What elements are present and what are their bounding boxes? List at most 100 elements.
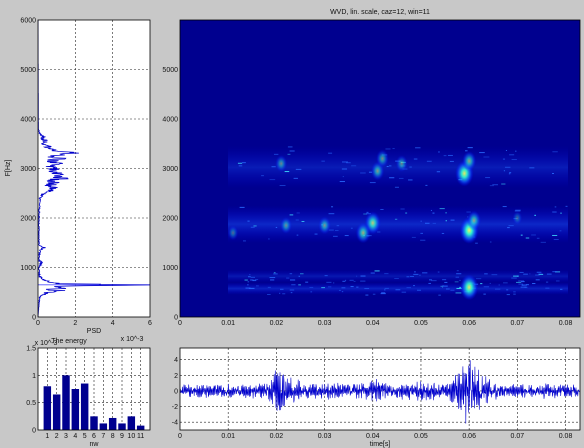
wvd-speckle	[249, 274, 251, 276]
wvd-speckle	[503, 170, 506, 172]
wvd-speckle	[247, 276, 251, 278]
wvd-speckle	[502, 158, 506, 160]
wvd-speckle	[238, 165, 243, 167]
signal-y-tick-label: 4	[174, 357, 178, 364]
wvd-speckle	[438, 294, 441, 296]
wvd-speckle	[508, 173, 511, 175]
wvd-x-tick-label: 0.06	[462, 320, 476, 327]
wvd-speckle	[515, 150, 517, 152]
wvd-speckle	[529, 273, 531, 275]
wvd-speckle	[536, 271, 542, 273]
wvd-speckle	[324, 275, 328, 277]
wvd-speckle	[389, 177, 395, 179]
wvd-speckle	[342, 176, 344, 178]
wvd-speckle	[518, 283, 524, 285]
wvd-speckle	[450, 289, 455, 291]
energy-x-tick-label: 11	[137, 433, 144, 440]
wvd-speckle	[413, 273, 419, 275]
wvd-speckle	[384, 273, 389, 275]
energy-bar	[90, 416, 98, 430]
energy-x-tick-label: 6	[92, 433, 96, 440]
wvd-speckle	[507, 227, 510, 229]
wvd-speckle	[432, 222, 436, 224]
energy-x-tick-label: 9	[120, 433, 124, 440]
wvd-speckle	[400, 208, 405, 210]
wvd-speckle	[449, 160, 454, 162]
wvd-speckle	[506, 294, 510, 296]
wvd-speckle	[480, 283, 483, 285]
wvd-speckle	[341, 168, 348, 170]
wvd-speckle	[328, 213, 335, 215]
wvd-panel: WVD, lin. scale, caz=12, win=11 0 0.01 0.0…	[162, 9, 581, 327]
wvd-speckle	[365, 294, 369, 296]
wvd-speckle	[513, 293, 516, 295]
wvd-speckle	[398, 177, 404, 179]
wvd-speckle	[295, 219, 299, 221]
wvd-speckle	[516, 281, 522, 283]
wvd-speckle	[273, 153, 279, 155]
wvd-speckle	[298, 275, 301, 277]
wvd-speckle	[289, 279, 296, 281]
psd-y-tick-label: 3000	[20, 166, 36, 173]
wvd-speckle	[422, 272, 428, 274]
energy-bar	[52, 394, 61, 430]
wvd-x-tick-label: 0.07	[511, 320, 525, 327]
energy-x-tick-label: 7	[101, 433, 105, 440]
wvd-speckle	[293, 177, 298, 179]
wvd-hotspot	[466, 210, 481, 231]
wvd-speckle	[394, 277, 399, 279]
wvd-speckle	[538, 273, 544, 275]
energy-bar	[62, 375, 70, 430]
wvd-speckle	[286, 277, 290, 279]
wvd-speckle	[529, 167, 535, 169]
wvd-speckle	[369, 182, 376, 184]
wvd-speckle	[252, 280, 257, 282]
wvd-speckle	[420, 239, 426, 241]
wvd-speckle	[351, 165, 357, 167]
wvd-speckle	[289, 289, 295, 291]
wvd-speckle	[505, 149, 508, 151]
wvd-speckle	[413, 158, 418, 160]
wvd-speckle	[287, 146, 293, 148]
psd-axes-frame	[37, 19, 151, 318]
wvd-speckle	[442, 285, 448, 287]
wvd-speckle	[518, 280, 525, 282]
wvd-speckle	[554, 206, 557, 208]
signal-y-tick-label: 2	[174, 373, 178, 380]
wvd-speckle	[344, 279, 347, 281]
wvd-speckle	[328, 286, 332, 288]
wvd-speckle	[301, 220, 305, 222]
wvd-speckle	[514, 210, 521, 212]
wvd-axes-frame	[179, 19, 581, 318]
psd-tick-labels: 0 2 4 6 0 1000 2000 3000 4000 5000 6000	[20, 18, 152, 328]
wvd-speckle	[247, 284, 249, 286]
wvd-speckle	[531, 234, 536, 236]
wvd-speckle	[237, 162, 243, 164]
wvd-speckle	[250, 279, 254, 281]
wvd-x-tick-label: 0	[178, 320, 182, 327]
wvd-band	[228, 282, 568, 295]
wvd-speckle	[278, 292, 281, 294]
wvd-hotspot	[460, 274, 479, 301]
wvd-speckle	[450, 219, 455, 221]
wvd-speckle	[538, 273, 543, 275]
wvd-speckle	[284, 171, 290, 173]
wvd-speckle	[314, 233, 318, 235]
wvd-title: WVD, lin. scale, caz=12, win=11	[330, 9, 430, 16]
wvd-speckle	[269, 179, 276, 181]
wvd-speckle	[295, 168, 302, 170]
wvd-speckle	[552, 211, 557, 213]
wvd-speckle	[501, 183, 506, 185]
wvd-speckle	[408, 179, 413, 181]
wvd-speckle	[289, 273, 293, 275]
wvd-speckle	[466, 211, 471, 213]
wvd-speckle	[430, 209, 433, 211]
wvd-speckle	[420, 232, 424, 234]
energy-bar	[108, 417, 117, 430]
energy-title: The energy	[51, 338, 87, 345]
wvd-speckle	[338, 289, 341, 291]
wvd-speckle	[554, 271, 561, 273]
wvd-speckle	[456, 273, 462, 275]
wvd-speckle	[366, 211, 369, 213]
